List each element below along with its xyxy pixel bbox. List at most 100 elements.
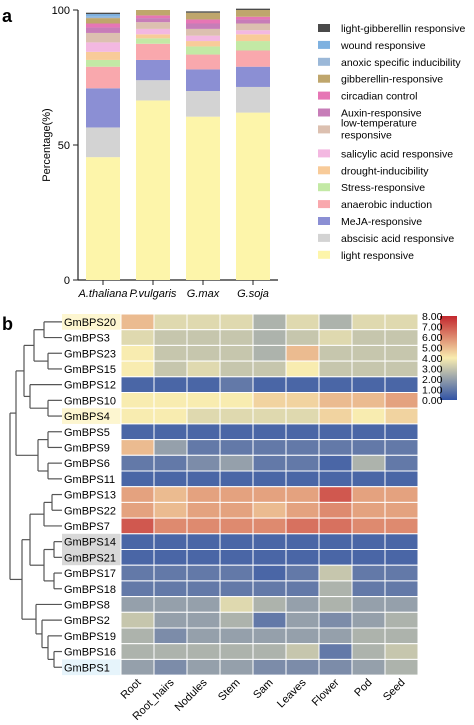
- row-label: GmBPS23: [64, 348, 116, 360]
- colorbar-tick-label: 5.00: [422, 343, 443, 355]
- heatmap-cell: [252, 376, 287, 393]
- category-label: P.vulgaris: [130, 288, 177, 300]
- heatmap-cell: [186, 611, 221, 629]
- heatmap-cell: [252, 501, 287, 519]
- heatmap-cell: [252, 439, 287, 456]
- heatmap-cell: [318, 329, 353, 346]
- heatmap-cell: [318, 549, 353, 566]
- heatmap-cell: [120, 392, 155, 409]
- heatmap-cell: [252, 470, 287, 488]
- legend-label: MeJA-responsive: [341, 216, 422, 228]
- column-label: Flower: [310, 677, 342, 709]
- legend-swatch: [318, 74, 330, 83]
- heatmap-cell: [318, 407, 353, 425]
- heatmap-cell: [318, 658, 353, 676]
- y-tick-label: 0: [64, 275, 70, 287]
- heatmap-cell: [351, 533, 386, 550]
- row-label: GmBPS20: [64, 317, 116, 329]
- legend-swatch: [318, 149, 330, 158]
- heatmap-cell: [120, 501, 155, 519]
- heatmap-cell: [252, 643, 287, 660]
- heatmap-cell: [153, 392, 188, 409]
- row-label: GmBPS3: [64, 333, 110, 345]
- heatmap-cell: [252, 564, 287, 582]
- heatmap-cell: [351, 627, 386, 645]
- heatmap-cell: [153, 313, 188, 331]
- heatmap-cell: [285, 360, 320, 378]
- legend-label: circadian control: [341, 91, 417, 103]
- heatmap-cell: [318, 344, 353, 362]
- heatmap-cell: [153, 470, 188, 488]
- bar-segment: [236, 30, 270, 35]
- heatmap-cell: [120, 486, 155, 503]
- row-label: GmBPS22: [64, 505, 116, 517]
- heatmap-cell: [384, 360, 419, 378]
- heatmap-cell: [186, 596, 221, 613]
- bar-segment: [186, 69, 220, 91]
- heatmap-cell: [351, 470, 386, 488]
- column-label: Sam: [251, 677, 275, 701]
- heatmap-cell: [384, 658, 419, 676]
- heatmap-cell: [219, 454, 254, 472]
- heatmap-cell: [153, 407, 188, 425]
- heatmap-cell: [186, 486, 221, 503]
- heatmap-cell: [318, 501, 353, 519]
- heatmap-cell: [318, 580, 353, 598]
- panel-b-label: b: [2, 314, 13, 334]
- row-label: GmBPS7: [64, 521, 110, 533]
- heatmap-cell: [285, 627, 320, 645]
- heatmap-cell: [384, 627, 419, 645]
- heatmap-cell: [186, 580, 221, 598]
- heatmap-cell: [384, 517, 419, 535]
- heatmap-cell: [285, 501, 320, 519]
- heatmap-cell: [219, 549, 254, 566]
- heatmap-cell: [351, 580, 386, 598]
- heatmap-cell: [351, 454, 386, 472]
- legend-label: drought-inducibility: [341, 165, 429, 177]
- row-label: GmBPS11: [64, 474, 115, 486]
- heatmap-cell: [219, 564, 254, 582]
- heatmap-cell: [120, 658, 155, 676]
- heatmap-cell: [186, 470, 221, 488]
- heatmap-cell: [318, 360, 353, 378]
- bar-segment: [86, 66, 120, 89]
- heatmap-cell: [186, 392, 221, 409]
- heatmap-cell: [219, 313, 254, 331]
- heatmap-cell: [219, 360, 254, 378]
- legend-label: Stress-responsive: [341, 182, 425, 194]
- heatmap-cell: [252, 486, 287, 503]
- heatmap-cell: [186, 439, 221, 456]
- heatmap-cell: [186, 501, 221, 519]
- heatmap-cell: [351, 376, 386, 393]
- heatmap-cell: [186, 627, 221, 645]
- bar-segment: [186, 116, 220, 281]
- bar-segment: [236, 10, 270, 17]
- legend-label: light-gibberellin responsive: [341, 23, 465, 35]
- heatmap-cell: [219, 533, 254, 550]
- bar-segment: [236, 41, 270, 51]
- row-label: GmBPS19: [64, 631, 116, 643]
- heatmap-cell: [285, 580, 320, 598]
- category-label: G.max: [187, 288, 220, 300]
- heatmap-cell: [186, 454, 221, 472]
- row-label: GmBPS1: [64, 662, 110, 674]
- legend-swatch: [318, 40, 330, 49]
- heatmap-cell: [318, 470, 353, 488]
- heatmap-cell: [252, 549, 287, 566]
- heatmap-cell: [252, 360, 287, 378]
- heatmap-cell: [384, 376, 419, 393]
- bar-segment: [186, 28, 220, 36]
- heatmap-cell: [351, 564, 386, 582]
- heatmap-cell: [384, 313, 419, 331]
- bar-segment: [136, 18, 170, 23]
- row-label: GmBPS10: [64, 395, 116, 407]
- bar-segment: [86, 157, 120, 280]
- heatmap-cell: [351, 486, 386, 503]
- heatmap-cell: [153, 564, 188, 582]
- heatmap-cell: [120, 423, 155, 441]
- heatmap-cell: [384, 407, 419, 425]
- heatmap-cell: [252, 596, 287, 613]
- heatmap-cell: [384, 564, 419, 582]
- heatmap-cell: [252, 533, 287, 550]
- heatmap-cell: [153, 596, 188, 613]
